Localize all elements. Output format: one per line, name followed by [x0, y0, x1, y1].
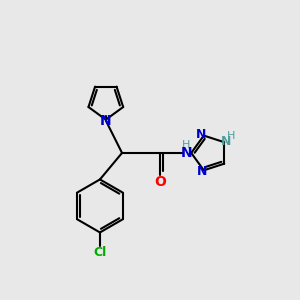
Text: H: H	[226, 131, 235, 141]
Text: N: N	[100, 114, 112, 128]
Text: N: N	[196, 128, 207, 142]
Text: N: N	[197, 165, 208, 178]
Text: N: N	[180, 146, 192, 160]
Text: N: N	[220, 135, 231, 148]
Text: O: O	[154, 175, 166, 188]
Text: Cl: Cl	[93, 246, 106, 259]
Text: H: H	[182, 140, 190, 150]
